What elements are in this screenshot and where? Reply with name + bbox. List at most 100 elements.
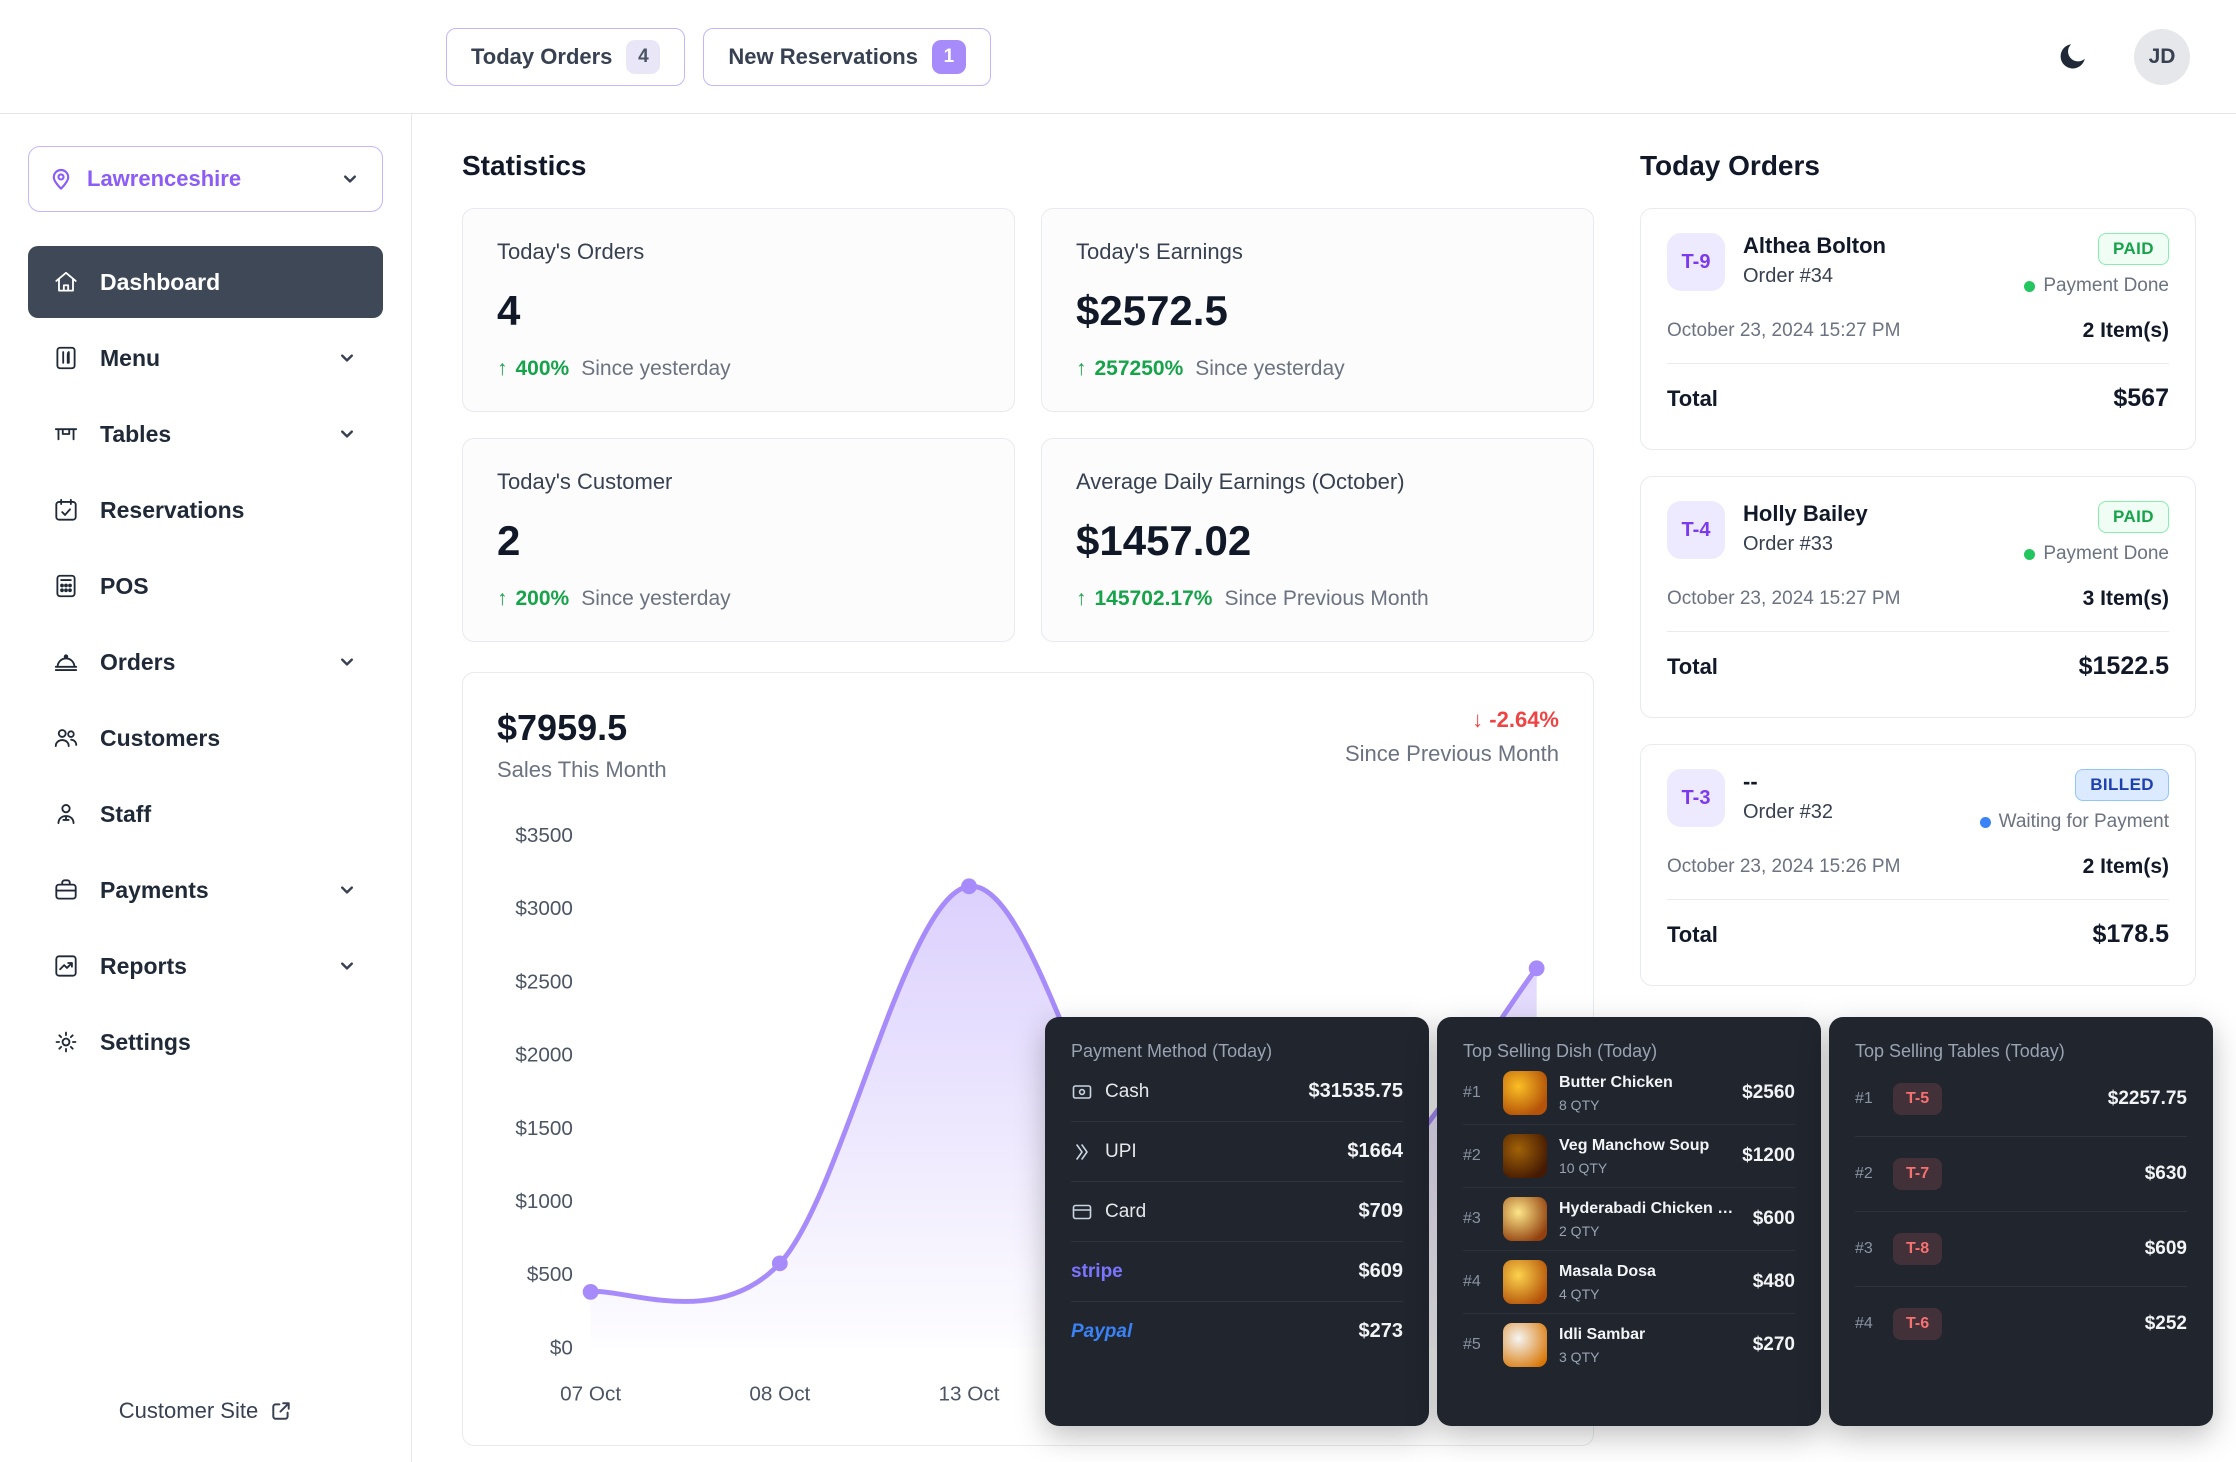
sidebar-item-customers[interactable]: Customers (28, 702, 383, 774)
sidebar-item-menu[interactable]: Menu (28, 322, 383, 394)
stripe-logo: stripe (1071, 1260, 1123, 1282)
sidebar-item-label: Reports (100, 952, 187, 979)
svg-text:$3500: $3500 (515, 824, 573, 847)
stat-delta: ↑ 145702.17% Since Previous Month (1076, 587, 1559, 611)
chevron-down-icon (341, 886, 353, 894)
stat-card-average-daily-earnings: Average Daily Earnings (October) $1457.0… (1041, 438, 1594, 642)
location-pin-icon (52, 168, 70, 190)
sidebar-item-label: Payments (100, 876, 209, 903)
stat-title: Today's Customer (497, 469, 673, 494)
status-dot (1979, 816, 1991, 828)
table-amount: $2257.75 (2107, 1088, 2187, 1109)
status-note: Payment Done (2043, 543, 2169, 564)
dish-amount: $2560 (1742, 1082, 1795, 1103)
sidebar-item-reports[interactable]: Reports (28, 930, 383, 1002)
payment-method-amount: $273 (1358, 1320, 1404, 1342)
new-reservations-button[interactable]: New Reservations 1 (703, 28, 991, 86)
sidebar-item-label: Menu (100, 344, 161, 371)
stat-value: $1457.02 (1076, 517, 1252, 564)
sidebar-item-label: Orders (100, 648, 176, 675)
order-card[interactable]: T-4 Holly Bailey Order #33 PAID Payment … (1640, 476, 2196, 718)
chevron-down-icon (344, 175, 356, 183)
sidebar-item-reservations[interactable]: Reservations (28, 474, 383, 546)
sales-chart-header: $7959.5 Sales This Month ↓ -2.64% Since … (497, 707, 1559, 783)
sidebar-item-pos[interactable]: POS (28, 550, 383, 622)
dark-mode-toggle[interactable] (2050, 35, 2094, 79)
sales-total: $7959.5 (497, 707, 628, 748)
dish-name: Butter Chicken (1559, 1073, 1673, 1091)
divider (1667, 363, 2169, 364)
table-row: #1 T-5 $2257.75 (1855, 1062, 2187, 1137)
sidebar-item-orders[interactable]: Orders (28, 626, 383, 698)
topbar-buttons: Today Orders 4 New Reservations 1 (446, 28, 991, 86)
sidebar-item-staff[interactable]: Staff (28, 778, 383, 850)
dish-name: Masala Dosa (1559, 1262, 1656, 1280)
dish-qty: 10 QTY (1559, 1159, 1608, 1176)
customer-site-link[interactable]: Customer Site (0, 1398, 411, 1424)
today-orders-button[interactable]: Today Orders 4 (446, 28, 686, 86)
dish-rank: #4 (1463, 1273, 1481, 1290)
stat-title: Today's Earnings (1076, 239, 1243, 264)
sidebar-item-tables[interactable]: Tables (28, 398, 383, 470)
sidebar-item-label: Staff (100, 800, 152, 827)
status-badge: PAID (2098, 233, 2169, 265)
payment-method-row: stripe $609 (1071, 1242, 1403, 1302)
sidebar-item-settings[interactable]: Settings (28, 1006, 383, 1078)
table-row: #4 T-6 $252 (1855, 1287, 2187, 1361)
sidebar-item-payments[interactable]: Payments (28, 854, 383, 926)
svg-text:13 Oct: 13 Oct (939, 1383, 1000, 1406)
top-selling-tables-title: Top Selling Tables (Today) (1855, 1041, 2065, 1061)
svg-text:$2500: $2500 (515, 970, 573, 993)
card-icon (1072, 1204, 1092, 1219)
chevron-down-icon (341, 354, 353, 362)
order-items-count: 2 Item(s) (2082, 319, 2169, 342)
dish-row: #5 Idli Sambar 3 QTY $270 (1463, 1314, 1795, 1376)
table-rank: #3 (1855, 1240, 1873, 1257)
dish-row: #1 Butter Chicken 8 QTY $2560 (1463, 1062, 1795, 1125)
sidebar-item-label: Reservations (100, 496, 245, 523)
total-label: Total (1667, 653, 1718, 679)
statistics-title: Statistics (462, 150, 587, 181)
home-icon (55, 271, 77, 292)
order-card[interactable]: T-3 -- Order #32 BILLED Waiting for Paym… (1640, 744, 2196, 986)
stat-delta: ↑ 200% Since yesterday (497, 587, 980, 611)
sidebar-item-dashboard[interactable]: Dashboard (28, 246, 383, 318)
order-datetime: October 23, 2024 15:27 PM (1667, 320, 1901, 341)
total-label: Total (1667, 385, 1718, 411)
users-icon (54, 729, 78, 747)
status-dot (2024, 548, 2036, 560)
topbar-right: JD (2050, 0, 2190, 114)
dish-qty: 2 QTY (1559, 1222, 1600, 1239)
stat-delta: ↑ 257250% Since yesterday (1076, 357, 1559, 381)
status-note: Payment Done (2043, 275, 2169, 296)
table-rank: #4 (1855, 1315, 1873, 1332)
svg-text:07 Oct: 07 Oct (560, 1383, 621, 1406)
sidebar-item-label: Customers (100, 724, 221, 751)
avatar[interactable]: JD (2134, 29, 2190, 85)
stat-card-todays-earnings: Today's Earnings $2572.5 ↑ 257250% Since… (1041, 208, 1594, 412)
payment-method-row: UPI $1664 (1071, 1122, 1403, 1182)
svg-text:08 Oct: 08 Oct (749, 1383, 810, 1406)
topbar: Today Orders 4 New Reservations 1 JD (0, 0, 2236, 114)
dish-row: #3 Hyderabadi Chicken Biryani 2 QTY $600 (1463, 1188, 1795, 1251)
stat-delta-note: Since Previous Month (1224, 587, 1429, 610)
sales-delta-value: -2.64% (1489, 707, 1559, 732)
summary-panels: Payment Method (Today) Cash $31535.75 UP… (1045, 1017, 2213, 1426)
up-arrow-icon: ↑ (1076, 587, 1087, 610)
stat-value: 4 (497, 287, 521, 334)
today-orders-badge: 4 (626, 40, 661, 74)
up-arrow-icon: ↑ (497, 357, 508, 380)
location-selector[interactable]: Lawrenceshire (28, 146, 383, 212)
down-arrow-icon: ↓ (1472, 707, 1490, 732)
dish-thumbnail (1503, 1260, 1547, 1304)
total-value: $178.5 (2092, 920, 2169, 948)
cloche-icon (54, 654, 78, 671)
svg-text:$3000: $3000 (515, 897, 573, 920)
total-label: Total (1667, 921, 1718, 947)
tables-icon (54, 428, 78, 441)
cash-icon (1072, 1084, 1092, 1099)
order-card[interactable]: T-9 Althea Bolton Order #34 PAID Payment… (1640, 208, 2196, 450)
stat-title: Average Daily Earnings (October) (1076, 469, 1405, 494)
order-items-count: 3 Item(s) (2082, 587, 2169, 610)
order-number: Order #32 (1743, 801, 1834, 823)
